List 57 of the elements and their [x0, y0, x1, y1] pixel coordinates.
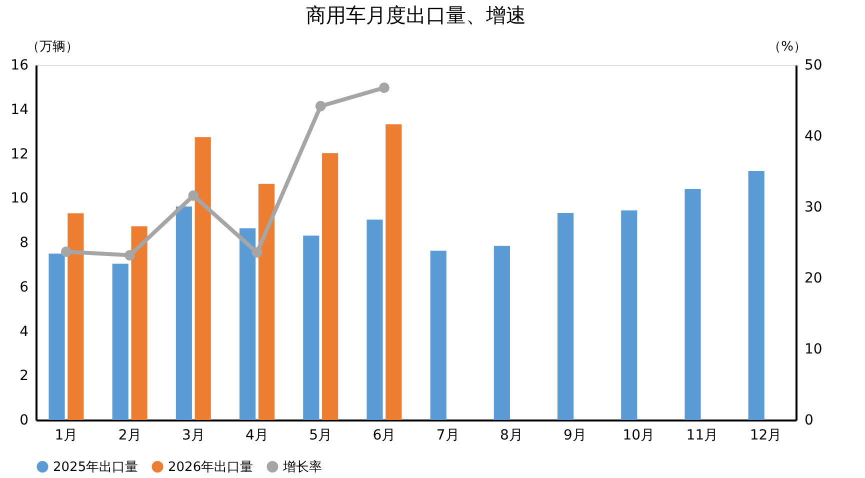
legend-label: 2026年出口量 [168, 460, 254, 475]
x-tick-label: 2月 [118, 428, 142, 444]
chart-title: 商用车月度出口量、增速 [306, 3, 526, 27]
y-tick-label: 12 [10, 146, 28, 162]
y-tick-label: 0 [20, 412, 28, 428]
y-tick-label: 16 [10, 58, 29, 74]
bar [386, 124, 402, 420]
y-tick-label: 10 [10, 190, 28, 207]
y-tick-label: 4 [20, 324, 29, 340]
x-tick-label: 5月 [309, 428, 332, 444]
x-tick-label: 9月 [564, 428, 586, 444]
bar [258, 184, 274, 420]
legend-label: 增长率 [282, 458, 322, 475]
bar [112, 264, 128, 420]
bar [494, 246, 510, 420]
y-axis-title: （万辆） [26, 40, 78, 54]
x-tick-label: 3月 [182, 428, 205, 444]
bar [131, 226, 148, 420]
bar [176, 206, 192, 420]
bar [68, 213, 84, 420]
y-tick-label: 2 [20, 368, 28, 384]
bar [430, 250, 446, 420]
point [60, 246, 72, 257]
bar [194, 137, 211, 420]
x-tick-label: 7月 [436, 428, 460, 444]
bar [558, 212, 574, 420]
bar [748, 171, 764, 420]
x-tick-label: 6月 [372, 428, 396, 444]
bar [48, 254, 65, 420]
bar [322, 153, 338, 420]
x-tick-label: 8月 [500, 428, 523, 444]
x-tick-label: 10月 [622, 428, 655, 444]
y2-axis-title: （%） [768, 40, 806, 54]
y2-tick-label: 50 [804, 58, 822, 74]
point [315, 100, 326, 112]
bar [240, 228, 256, 420]
point [252, 247, 262, 258]
x-tick-label: 11月 [686, 428, 718, 444]
y2-tick-label: 30 [804, 200, 822, 216]
y-tick-label: 14 [10, 102, 29, 118]
y-tick-label: 8 [20, 235, 28, 251]
bar [366, 220, 383, 420]
y2-tick-label: 20 [804, 270, 822, 286]
bar [303, 236, 320, 420]
y2-tick-label: 40 [804, 128, 822, 144]
y2-tick-label: 0 [804, 412, 814, 428]
point [378, 82, 390, 93]
x-tick-label: 12月 [750, 428, 782, 444]
bar [684, 189, 701, 420]
y2-tick-label: 10 [804, 342, 822, 358]
x-tick-label: 4月 [246, 428, 268, 444]
x-tick-label: 1月 [54, 428, 78, 444]
legend-label: 2025年出口量 [53, 460, 138, 475]
y-tick-label: 6 [20, 279, 29, 296]
point [124, 250, 136, 261]
point [188, 190, 199, 201]
bar [621, 210, 638, 420]
